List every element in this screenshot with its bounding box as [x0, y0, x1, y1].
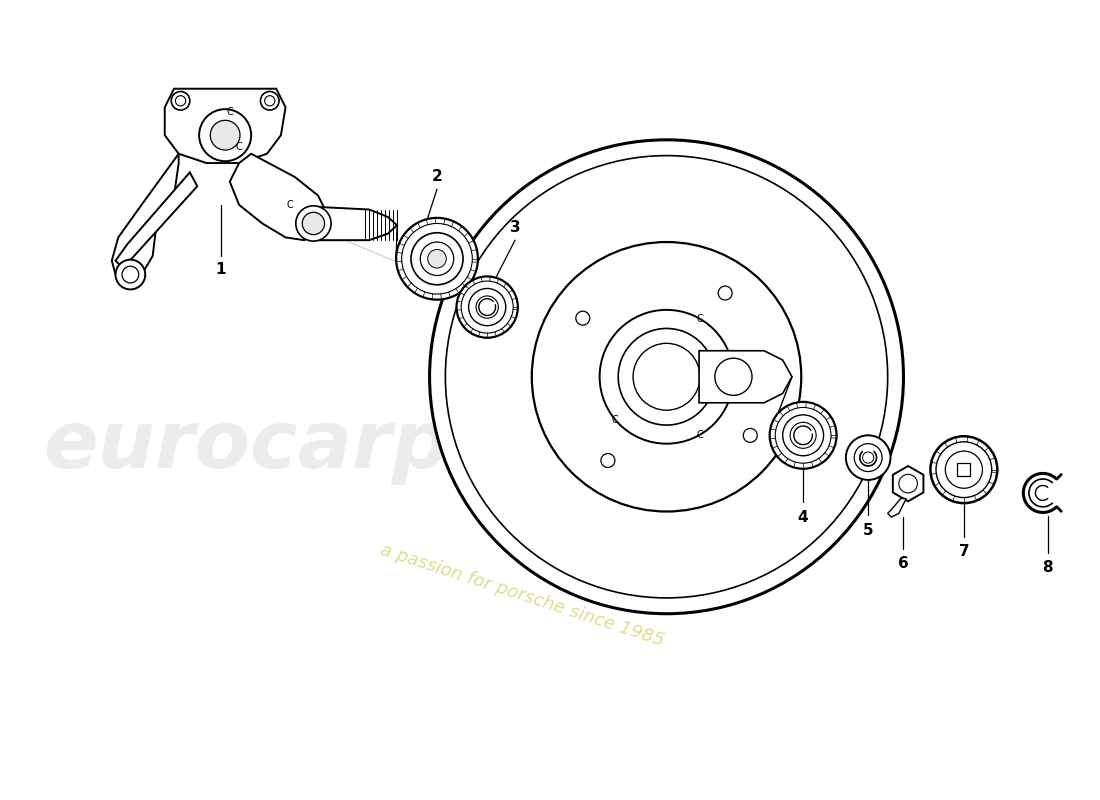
Polygon shape [112, 154, 178, 279]
Circle shape [634, 343, 700, 410]
Circle shape [456, 277, 518, 338]
Circle shape [846, 435, 891, 480]
Circle shape [261, 91, 279, 110]
Circle shape [783, 415, 824, 456]
Circle shape [575, 311, 590, 325]
Circle shape [862, 452, 873, 463]
Polygon shape [314, 206, 397, 240]
Polygon shape [888, 498, 906, 517]
Text: 8: 8 [1042, 560, 1053, 574]
Circle shape [600, 310, 734, 444]
Circle shape [396, 218, 477, 300]
Text: eurocarparts: eurocarparts [43, 407, 630, 486]
Circle shape [420, 242, 453, 275]
Text: 3: 3 [509, 220, 520, 234]
Circle shape [469, 289, 506, 326]
Bar [957, 463, 970, 476]
Text: C: C [235, 142, 242, 152]
Text: C: C [287, 200, 294, 210]
Circle shape [446, 156, 888, 598]
Text: C: C [696, 430, 703, 440]
Circle shape [210, 120, 240, 150]
Text: a passion for porsche since 1985: a passion for porsche since 1985 [378, 541, 667, 650]
Circle shape [116, 260, 145, 290]
Circle shape [265, 96, 275, 106]
Circle shape [601, 454, 615, 467]
Polygon shape [230, 154, 328, 240]
Circle shape [744, 429, 757, 442]
Circle shape [790, 422, 816, 448]
Polygon shape [893, 466, 923, 502]
Text: C: C [227, 107, 233, 117]
Circle shape [715, 358, 752, 395]
Text: 2: 2 [431, 170, 442, 185]
Circle shape [461, 281, 514, 333]
Polygon shape [116, 172, 197, 268]
Circle shape [411, 233, 463, 285]
Circle shape [618, 329, 715, 425]
Circle shape [770, 402, 837, 469]
Circle shape [199, 109, 251, 161]
Circle shape [402, 223, 472, 294]
Circle shape [302, 212, 324, 234]
Polygon shape [698, 350, 792, 402]
Circle shape [945, 451, 982, 488]
Circle shape [430, 140, 903, 614]
Text: 5: 5 [862, 522, 873, 538]
Circle shape [122, 266, 139, 283]
Circle shape [172, 91, 190, 110]
Text: 4: 4 [798, 510, 808, 525]
Circle shape [428, 250, 447, 268]
Circle shape [531, 242, 801, 511]
Circle shape [296, 206, 331, 241]
Text: C: C [612, 414, 618, 425]
Circle shape [776, 407, 830, 463]
Circle shape [936, 442, 992, 498]
Circle shape [899, 474, 917, 493]
Text: C: C [729, 383, 736, 394]
Circle shape [855, 444, 882, 471]
Text: 1: 1 [216, 262, 225, 278]
Circle shape [476, 296, 498, 318]
Circle shape [175, 96, 186, 106]
Text: C: C [696, 314, 703, 324]
Text: 6: 6 [898, 556, 909, 571]
Circle shape [718, 286, 733, 300]
Text: 7: 7 [958, 544, 969, 559]
Circle shape [931, 436, 998, 503]
Polygon shape [165, 89, 286, 163]
